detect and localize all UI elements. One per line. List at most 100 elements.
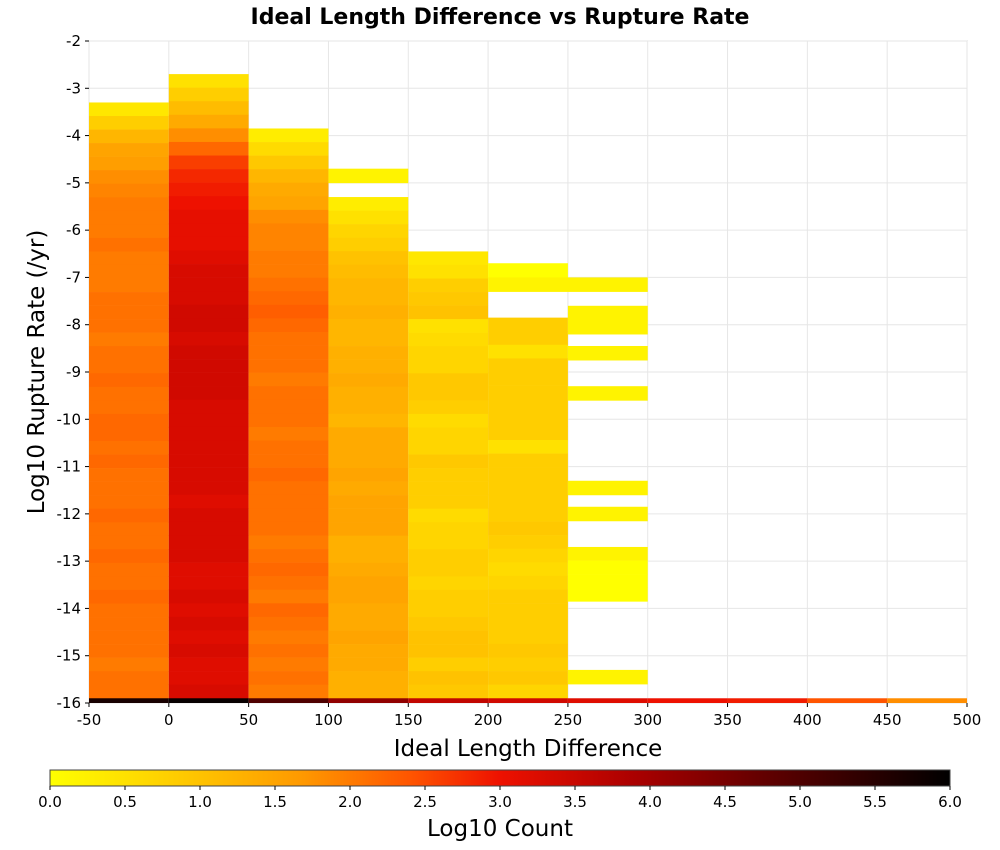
heatmap-cell (168, 426, 249, 441)
heatmap-cell (248, 277, 329, 292)
heatmap-cell (89, 657, 169, 672)
heatmap-cell (168, 399, 249, 414)
heatmap-cell (408, 481, 489, 496)
heatmap-cell (168, 562, 249, 577)
heatmap-cell (328, 373, 409, 387)
heatmap-cell (408, 454, 489, 469)
heatmap-cell (89, 468, 169, 482)
heatmap-cell (328, 495, 409, 509)
heatmap-cell (328, 508, 409, 523)
heatmap-cell (408, 603, 489, 618)
heatmap-cell (408, 630, 489, 645)
heatmap-cell (89, 440, 169, 455)
x-tick-label: 500 (953, 711, 982, 729)
y-tick-label: -13 (57, 552, 82, 570)
heatmap-cell (168, 671, 249, 686)
heatmap-cell-bottom-row (727, 698, 808, 703)
heatmap-cell (89, 603, 169, 618)
heatmap-cell (488, 399, 568, 414)
heatmap-cell (89, 617, 169, 631)
heatmap-cell (408, 576, 489, 591)
heatmap-cell (408, 359, 489, 374)
heatmap-cell (89, 522, 169, 537)
heatmap-cell (248, 196, 329, 211)
heatmap-cell-bottom-row (408, 698, 489, 703)
heatmap-cell (168, 182, 249, 197)
heatmap-cell (168, 128, 249, 143)
x-tick-label: -50 (77, 711, 102, 729)
y-tick-label: -15 (57, 647, 82, 665)
heatmap-cell (248, 182, 329, 197)
heatmap-cell-bottom-row (807, 698, 888, 703)
heatmap-cell (567, 560, 648, 575)
heatmap-cell (488, 372, 568, 386)
heatmap-cell (248, 603, 329, 618)
heatmap-cell (168, 508, 249, 523)
heatmap-cell (488, 535, 568, 550)
heatmap-cell (248, 386, 329, 401)
heatmap-cell (89, 508, 169, 523)
heatmap-cell (248, 304, 329, 319)
heatmap-cell (89, 305, 169, 320)
heatmap-cell (248, 671, 329, 686)
heatmap-cell (168, 643, 249, 658)
heatmap-cell (328, 603, 409, 618)
heatmap-cell (168, 372, 249, 387)
heatmap-cell (408, 657, 489, 672)
heatmap-cell (168, 331, 249, 346)
y-axis-label: Log10 Rupture Rate (/yr) (24, 230, 50, 515)
heatmap-cell (248, 169, 329, 184)
heatmap-cell (89, 251, 169, 266)
heatmap-cell (328, 413, 409, 428)
heatmap-cell (488, 358, 568, 373)
heatmap-cell (328, 210, 409, 225)
heatmap-cell (89, 332, 169, 347)
heatmap-cell (248, 345, 329, 360)
heatmap-cell (328, 346, 409, 360)
heatmap-cell (328, 168, 409, 184)
heatmap-cell (408, 292, 489, 306)
heatmap-cell (488, 603, 568, 618)
colorbar-tick-label: 1.0 (188, 793, 212, 811)
colorbar-tick-label: 5.5 (863, 793, 887, 811)
heatmap-cell (567, 587, 648, 602)
heatmap-cell (328, 400, 409, 415)
heatmap-cell (168, 657, 249, 672)
heatmap-cell (488, 480, 568, 495)
heatmap-cell (567, 386, 648, 401)
heatmap-cell (168, 74, 249, 88)
heatmap-cell (89, 116, 169, 130)
y-tick-label: -6 (66, 221, 81, 239)
heatmap-cell (248, 630, 329, 645)
colorbar-tick-label: 3.0 (488, 793, 512, 811)
heatmap-cell (328, 467, 409, 482)
heatmap-cell (89, 386, 169, 401)
heatmap-cell (328, 589, 409, 604)
colorbar-tick-label: 2.5 (413, 793, 437, 811)
heatmap-cell-bottom-row (567, 698, 648, 703)
heatmap-cell (89, 671, 169, 686)
heatmap-cell (408, 589, 489, 604)
heatmap-cell (488, 548, 568, 563)
heatmap-cell (328, 291, 409, 306)
heatmap-cell (488, 453, 568, 468)
y-tick-label: -7 (66, 268, 81, 286)
heatmap-cell-bottom-row (328, 698, 409, 703)
heatmap-cell (89, 129, 169, 144)
heatmap-cell (328, 644, 409, 658)
heatmap-cell (488, 616, 568, 631)
heatmap-cell (168, 630, 249, 645)
heatmap-cell (168, 114, 249, 129)
heatmap-cell (248, 521, 329, 536)
heatmap-cell (567, 574, 648, 589)
colorbar-tick-label: 5.0 (788, 793, 812, 811)
heatmap-cell (328, 481, 409, 496)
heatmap-cell (328, 562, 409, 577)
heatmap-cell (328, 657, 409, 672)
heatmap-cell (248, 237, 329, 251)
heatmap-cell (168, 250, 249, 265)
heatmap-cell (328, 671, 409, 686)
colorbar-tick-label: 2.0 (338, 793, 362, 811)
heatmap-cell (248, 372, 329, 387)
